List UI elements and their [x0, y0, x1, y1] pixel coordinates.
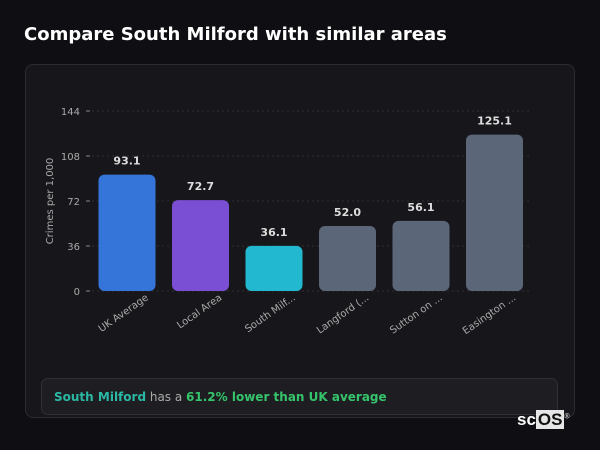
- summary-box: South Milford has a 61.2% lower than UK …: [41, 378, 558, 415]
- summary-text: has a: [146, 390, 187, 404]
- y-tick-label: 0: [74, 287, 80, 298]
- data-label: 56.1: [407, 201, 434, 214]
- x-tick-label: South Milf...: [243, 292, 297, 335]
- x-tick-label: Langford (...: [315, 292, 371, 336]
- y-axis-label: Crimes per 1,000: [45, 158, 56, 245]
- bar: [466, 134, 523, 291]
- y-tick-label: 72: [67, 197, 80, 208]
- scos-logo: sc OS ®: [517, 410, 570, 429]
- data-label: 36.1: [260, 226, 287, 239]
- data-label: 52.0: [334, 206, 361, 219]
- data-label: 72.7: [187, 180, 214, 193]
- page-title: Compare South Milford with similar areas: [24, 24, 447, 45]
- bar: [172, 200, 229, 291]
- bar: [319, 226, 376, 291]
- summary-highlight: 61.2% lower than UK average: [186, 390, 387, 404]
- y-tick-label: 144: [61, 107, 80, 118]
- bar: [98, 174, 156, 291]
- data-label: 125.1: [477, 115, 512, 128]
- bar: [392, 220, 450, 291]
- summary-place: South Milford: [54, 390, 147, 404]
- bar: [245, 245, 303, 291]
- x-tick-label: UK Average: [97, 292, 151, 334]
- y-tick-label: 108: [61, 152, 80, 163]
- y-tick-label: 36: [67, 242, 80, 253]
- x-tick-label: Local Area: [175, 292, 224, 331]
- x-tick-label: Sutton on ...: [388, 292, 445, 336]
- x-tick-label: Easington ...: [461, 292, 518, 337]
- data-label: 93.1: [113, 155, 140, 168]
